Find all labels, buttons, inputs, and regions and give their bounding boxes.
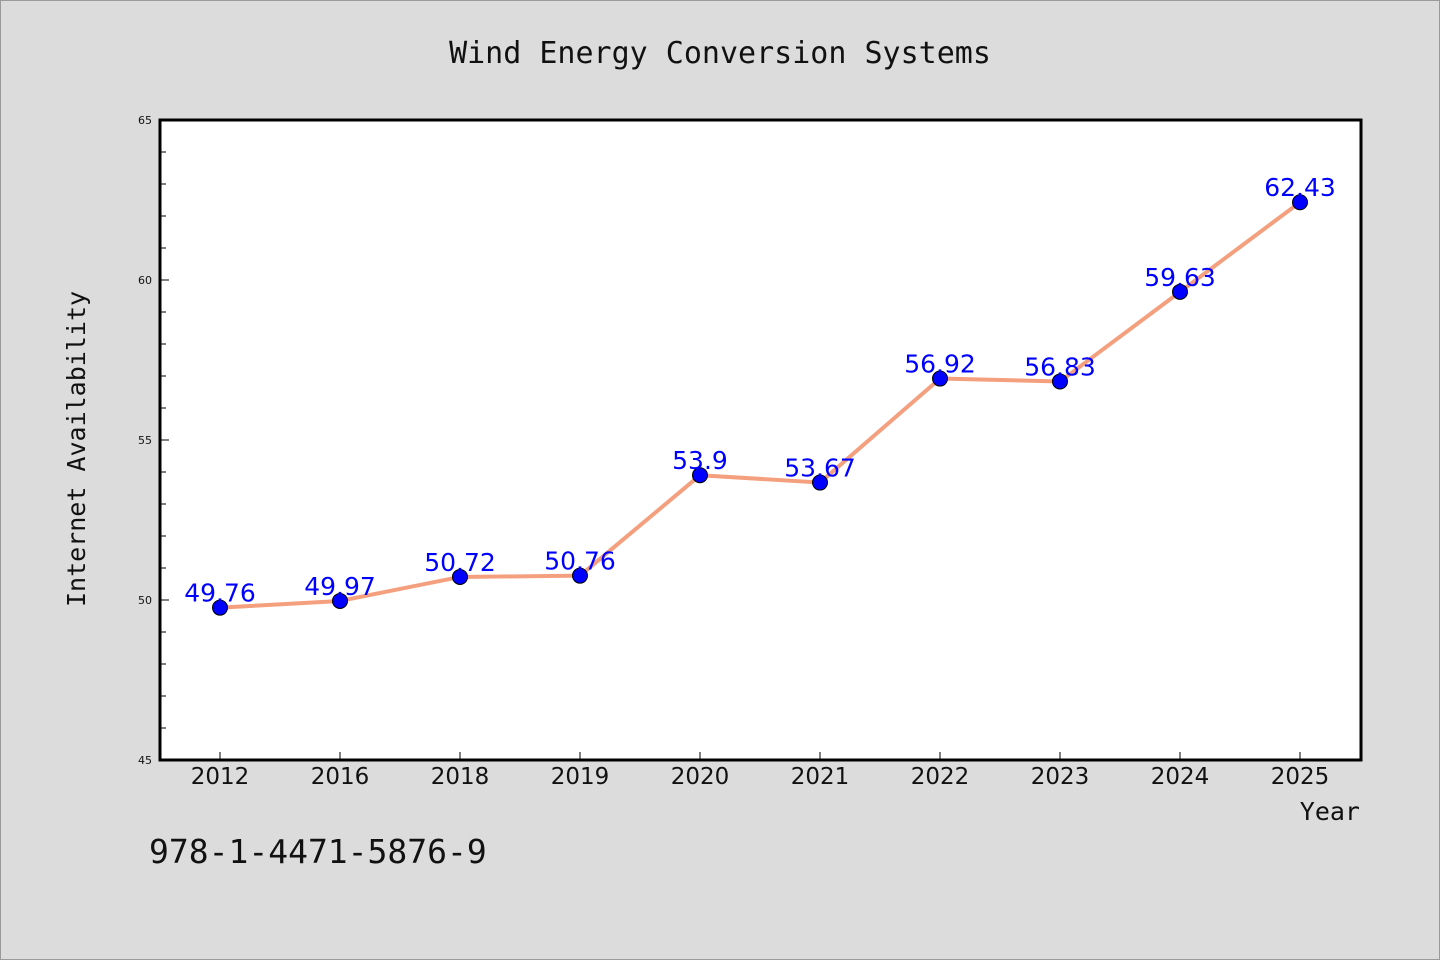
y-axis-label: Internet Availability <box>62 291 91 607</box>
x-tick-label: 2018 <box>431 764 490 790</box>
data-markers <box>212 194 1308 616</box>
data-label-2018: 50.72 <box>424 548 496 577</box>
data-label-2022: 56.92 <box>904 350 976 379</box>
series-line <box>218 200 1302 610</box>
x-tick-label: 2016 <box>311 764 370 790</box>
data-point-2022 <box>932 370 948 387</box>
x-tick-label: 2020 <box>671 764 730 790</box>
data-label-2020: 53.9 <box>672 446 728 475</box>
data-label-2021: 53.67 <box>784 454 856 483</box>
data-label-2012: 49.76 <box>184 579 256 608</box>
x-tick-label: 2021 <box>791 764 850 790</box>
x-tick-label: 2025 <box>1271 764 1330 790</box>
y-tick-label: 50 <box>138 594 152 607</box>
x-axis-label: Year <box>1300 797 1360 826</box>
x-tick-label: 2022 <box>911 764 970 790</box>
data-label-2024: 59.63 <box>1144 263 1216 292</box>
data-point-2012 <box>212 599 228 616</box>
chart-title: Wind Energy Conversion Systems <box>449 36 991 71</box>
y-tick-label: 55 <box>138 434 152 447</box>
data-point-2018 <box>452 568 468 585</box>
x-tick-label: 2019 <box>551 764 610 790</box>
data-point-2016 <box>332 592 348 609</box>
y-axis: 45 50 55 60 65 <box>138 114 169 767</box>
x-axis: 2012 2016 2018 2019 2020 2021 2022 2023 2024 2025 <box>191 752 1330 790</box>
x-tick-label: 2012 <box>191 764 250 790</box>
plot-area <box>158 118 1363 762</box>
series-line-group <box>218 200 1302 610</box>
data-point-2025 <box>1292 194 1308 211</box>
data-point-2020 <box>692 467 708 484</box>
data-point-2023 <box>1052 373 1068 390</box>
x-tick-label: 2023 <box>1031 764 1090 790</box>
data-label-2019: 50.76 <box>544 547 616 576</box>
footer-code: 978-1-4471-5876-9 <box>149 832 487 871</box>
data-point-2021 <box>812 474 828 491</box>
data-label-2023: 56.83 <box>1024 352 1096 381</box>
data-point-2024 <box>1172 283 1188 300</box>
x-tick-label: 2024 <box>1151 764 1210 790</box>
y-tick-label: 45 <box>138 754 152 767</box>
data-label-2025: 62.43 <box>1264 173 1336 202</box>
y-tick-label: 65 <box>138 114 152 127</box>
y-tick-label: 60 <box>138 274 152 287</box>
data-point-2019 <box>572 567 588 584</box>
data-label-2016: 49.97 <box>304 572 376 601</box>
data-labels: 49.76 49.97 50.72 50.76 53.9 53.67 56.92 56.83 5… <box>184 173 1336 607</box>
